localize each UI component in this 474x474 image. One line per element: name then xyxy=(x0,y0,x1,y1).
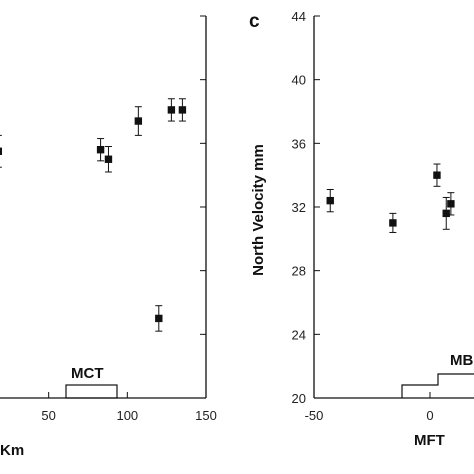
panel-c-ytick-label: 28 xyxy=(292,264,306,279)
panel-b-annotation: MCT xyxy=(65,365,118,399)
panel-c-xtick-label: -50 xyxy=(305,408,324,423)
panel-b-point xyxy=(96,146,105,154)
panel-b-points xyxy=(0,98,187,332)
panel-c-ylabel: North Velocity mm xyxy=(250,144,267,276)
panel-c-point xyxy=(442,209,450,218)
panel-c-points xyxy=(326,163,455,233)
panel-c-xtick-label: 0 xyxy=(426,408,433,423)
panel-c-point xyxy=(389,219,397,227)
panel-b-xlabel: Km xyxy=(0,442,24,459)
panel-c-ytick-label: 24 xyxy=(292,327,306,342)
panel-c-ytick-label: 20 xyxy=(292,391,306,406)
panel-b-point xyxy=(155,314,163,323)
panel-c-annotation: MB xyxy=(401,352,474,398)
panel-b-xtick-label: 50 xyxy=(41,408,55,423)
panel-c-point xyxy=(433,171,441,179)
mct-label: MCT xyxy=(71,365,104,382)
panel-c: c 20 24 28 32 36 40 44 -50 0 MB North Velocity m… xyxy=(249,9,474,449)
panel-c-ytick-label: 32 xyxy=(292,200,306,215)
panel-b-xtick-label: 150 xyxy=(195,408,217,423)
panel-b-axes: 50 100 150 xyxy=(0,15,217,423)
panel-b-point xyxy=(0,147,3,155)
mb-steps xyxy=(401,373,474,398)
panel-c-ytick-label: 40 xyxy=(292,73,306,88)
panel-c-letter: c xyxy=(249,11,260,32)
panel-c-point xyxy=(326,196,334,205)
panel-c-axes: 20 24 28 32 36 40 44 -50 0 xyxy=(292,9,474,423)
panel-c-ytick-label: 36 xyxy=(292,136,306,151)
panel-b: 50 100 150 MCT Km xyxy=(0,15,217,459)
panel-c-ytick-label: 44 xyxy=(292,9,306,24)
panel-c-point xyxy=(447,200,455,208)
panel-b-point xyxy=(104,155,113,163)
panel-c-xlabel: MFT xyxy=(414,432,445,449)
panel-b-xtick-label: 100 xyxy=(116,408,138,423)
mct-box xyxy=(65,384,118,399)
panel-b-point xyxy=(167,106,176,114)
panel-b-point xyxy=(134,117,143,125)
panel-b-point xyxy=(178,106,187,114)
mb-label: MB xyxy=(450,352,473,369)
